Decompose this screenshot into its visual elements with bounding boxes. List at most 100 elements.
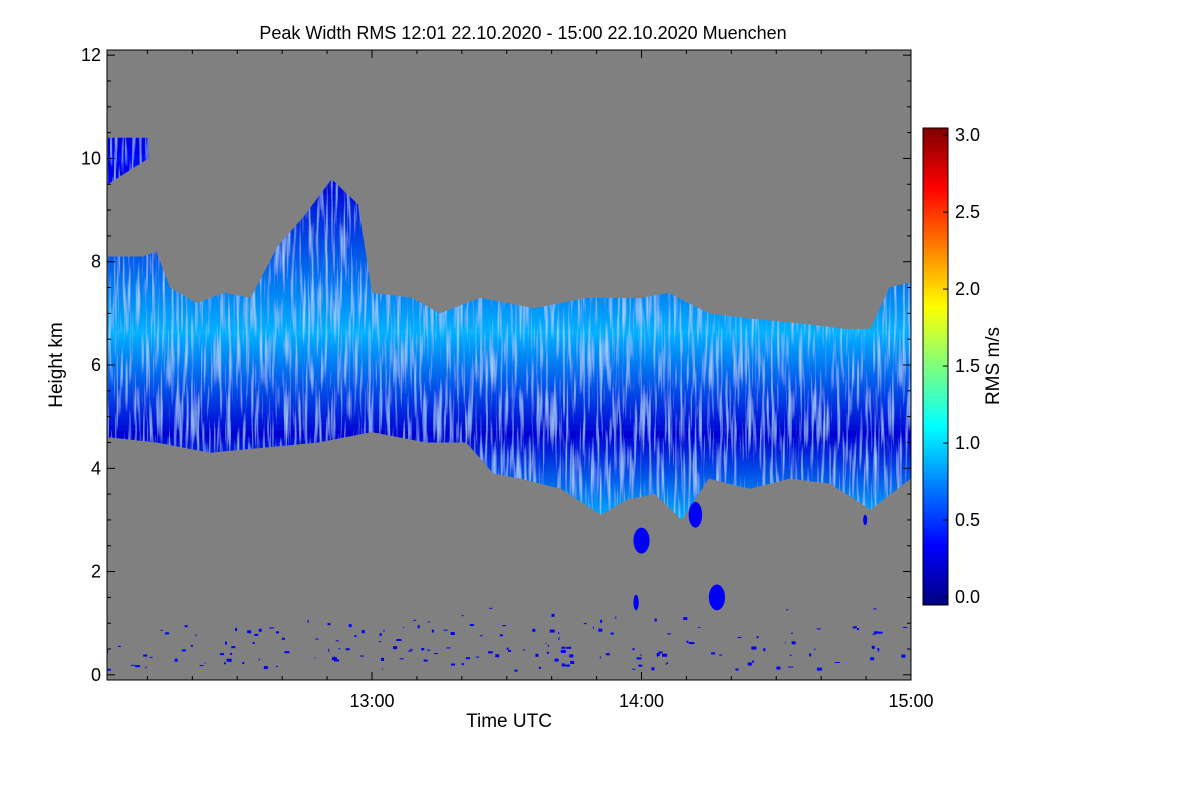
surface-echo-speck: [561, 646, 566, 649]
surface-echo-speck: [421, 648, 425, 651]
colorbar-tick-label: 2.0: [955, 279, 980, 299]
surface-echo-speck: [658, 651, 663, 654]
surface-echo-speck: [600, 619, 603, 623]
colorbar-tick-label: 3.0: [955, 125, 980, 145]
fall-streak: [708, 584, 726, 611]
surface-echo-speck: [403, 627, 405, 629]
surface-echo-speck: [333, 656, 335, 658]
surface-echo-speck: [359, 655, 364, 657]
surface-echo-speck: [514, 669, 518, 672]
colorbar-tick-label: 0.5: [955, 510, 980, 530]
y-tick-label: 4: [91, 458, 101, 478]
surface-echo-speck: [433, 653, 438, 655]
surface-echo-speck: [554, 658, 559, 662]
surface-echo-speck: [465, 657, 470, 660]
surface-echo-speck: [269, 627, 275, 629]
surface-echo-speck: [461, 663, 464, 666]
surface-echo-speck: [636, 657, 642, 660]
surface-echo-speck: [469, 623, 474, 626]
surface-echo-speck: [307, 619, 309, 623]
surface-echo-speck: [223, 662, 226, 665]
surface-echo-speck: [399, 658, 404, 660]
surface-echo-speck: [489, 607, 493, 609]
surface-echo-speck: [566, 646, 572, 649]
surface-echo-speck: [254, 633, 259, 636]
surface-echo-speck: [856, 628, 859, 631]
surface-echo-speck: [592, 626, 594, 629]
surface-echo-speck: [507, 649, 511, 652]
surface-echo-speck: [788, 666, 794, 668]
surface-echo-speck: [735, 668, 739, 671]
surface-echo-speck: [583, 623, 587, 625]
surface-echo-speck: [871, 645, 875, 649]
surface-echo-speck: [569, 654, 574, 658]
surface-echo-speck: [427, 649, 431, 651]
surface-echo-speck: [852, 626, 857, 629]
surface-echo-speck: [667, 661, 669, 664]
surface-echo-speck: [598, 628, 603, 632]
surface-echo-speck: [873, 608, 877, 610]
surface-echo-speck: [165, 632, 170, 635]
surface-echo-speck: [638, 664, 643, 667]
surface-echo-speck: [382, 668, 384, 670]
surface-echo-speck: [476, 656, 480, 658]
surface-echo-speck: [654, 618, 657, 622]
surface-echo-speck: [786, 609, 789, 611]
surface-echo-speck: [235, 627, 238, 631]
surface-echo-speck: [662, 653, 668, 657]
y-tick-label: 0: [91, 665, 101, 685]
surface-echo-speck: [809, 653, 812, 657]
surface-echo-speck: [354, 635, 357, 638]
surface-echo-speck: [327, 623, 331, 626]
surface-echo-speck: [878, 649, 880, 652]
surface-echo-speck: [564, 664, 570, 667]
y-tick-label: 12: [81, 45, 101, 65]
surface-echo-speck: [506, 647, 509, 650]
surface-echo-speck: [258, 628, 262, 632]
surface-echo-speck: [570, 660, 575, 664]
surface-echo-speck: [451, 663, 456, 666]
y-axis: 0 2 4 6 8 10 12: [81, 45, 911, 685]
surface-echo-speck: [615, 616, 617, 619]
surface-echo-speck: [813, 648, 816, 650]
surface-echo-speck: [901, 654, 906, 658]
surface-echo-speck: [872, 633, 877, 635]
surface-echo-speck: [751, 646, 757, 650]
surface-echo-speck: [665, 662, 667, 665]
surface-echo-speck: [184, 625, 188, 628]
surface-echo-speck: [698, 626, 701, 628]
colorbar-tick-label: 0.0: [955, 587, 980, 607]
surface-echo-speck: [632, 648, 635, 651]
surface-echo-speck: [383, 629, 385, 632]
colorbar-tick-label: 1.5: [955, 356, 980, 376]
surface-echo-speck: [546, 651, 549, 654]
surface-echo-speck: [686, 640, 689, 643]
surface-echo-speck: [281, 637, 285, 640]
surface-echo-speck: [499, 634, 503, 637]
surface-echo-speck: [335, 640, 339, 642]
surface-echo-speck: [683, 617, 688, 621]
surface-echo-speck: [523, 649, 526, 651]
surface-echo-speck: [538, 666, 541, 669]
fall-streak: [863, 514, 868, 526]
surface-echo-speck: [549, 629, 555, 633]
colorbar-tick-label: 2.5: [955, 202, 980, 222]
surface-echo-speck: [599, 656, 601, 659]
surface-echo-speck: [657, 655, 659, 658]
surface-echo-speck: [160, 629, 163, 631]
surface-echo-speck: [413, 619, 417, 621]
surface-echo-speck: [610, 632, 614, 635]
y-tick-label: 8: [91, 252, 101, 272]
surface-echo-speck: [784, 642, 786, 644]
y-tick-label: 6: [91, 355, 101, 375]
surface-echo-speck: [605, 653, 610, 656]
surface-echo-speck: [174, 658, 178, 662]
surface-echo-speck: [479, 635, 483, 637]
surface-echo-speck: [226, 658, 232, 662]
surface-echo-speck: [903, 626, 908, 628]
surface-echo-speck: [252, 642, 255, 645]
surface-echo-speck: [560, 649, 566, 653]
chart-title: Peak Width RMS 12:01 22.10.2020 - 15:00 …: [259, 23, 786, 43]
surface-echo-speck: [247, 630, 252, 634]
colorbar-ticks: 0.0 0.5 1.0 1.5 2.0 2.5 3.0: [943, 125, 980, 607]
